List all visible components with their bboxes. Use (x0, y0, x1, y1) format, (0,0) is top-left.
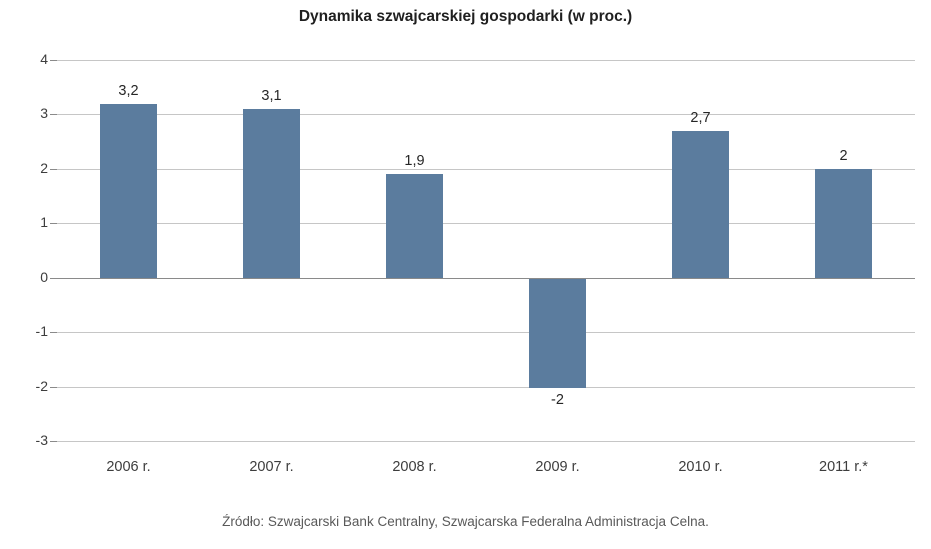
y-tick (50, 114, 57, 116)
y-axis-label: 2 (40, 159, 48, 176)
y-tick (50, 332, 57, 334)
x-axis-label: 2007 r. (249, 459, 294, 475)
bar-value-label: 1,9 (404, 153, 425, 170)
gridline-y (57, 60, 915, 61)
chart-title: Dynamika szwajcarskiej gospodarki (w pro… (298, 8, 633, 25)
x-axis-label: 2010 r. (678, 459, 723, 475)
x-axis-label: 2011 r.* (819, 459, 868, 475)
bar-value-label: 2,7 (690, 109, 711, 126)
bar-value-label: 2 (839, 147, 848, 164)
y-axis-label: -3 (35, 432, 48, 448)
bar-value-label: -2 (551, 391, 564, 408)
y-tick (50, 441, 57, 442)
y-axis-label: -2 (35, 377, 48, 394)
bar-2011r (815, 168, 872, 278)
zero-line (57, 277, 915, 279)
gridline-y (57, 332, 915, 334)
x-axis-label: 2008 r. (392, 459, 437, 475)
gridline-y (57, 168, 915, 170)
bar-2009r (529, 278, 586, 388)
y-axis-label: 3 (40, 105, 48, 122)
bar-2010r (672, 130, 729, 278)
x-axis-label: 2009 r. (535, 459, 580, 475)
gridline-y (57, 223, 915, 225)
plot-area: 4 3 2 1 0 -1 -2 -3 3,2 2006 r. 3,1 2007 r. 1,9 2008 r… (36, 51, 915, 475)
y-axis-label: 4 (40, 51, 48, 67)
bar-2008r (386, 174, 443, 278)
y-tick (50, 386, 57, 388)
y-axis-label: -1 (35, 323, 48, 340)
gridline-y (57, 114, 915, 116)
y-axis-label: 0 (40, 268, 48, 285)
x-axis-label: 2006 r. (106, 459, 151, 475)
bar-2007r (243, 108, 300, 278)
y-tick (50, 277, 57, 279)
bar-value-label: 3,2 (118, 82, 139, 99)
bar-2006r (100, 103, 157, 278)
gridline-y (57, 441, 915, 442)
source-caption: Źródło: Szwajcarski Bank Centralny, Szwa… (222, 514, 709, 529)
gridline-y (57, 386, 915, 388)
y-axis-label: 1 (40, 214, 48, 231)
y-tick (50, 168, 57, 170)
y-tick (50, 223, 57, 225)
y-tick (50, 60, 57, 61)
bar-value-label: 3,1 (261, 87, 282, 104)
